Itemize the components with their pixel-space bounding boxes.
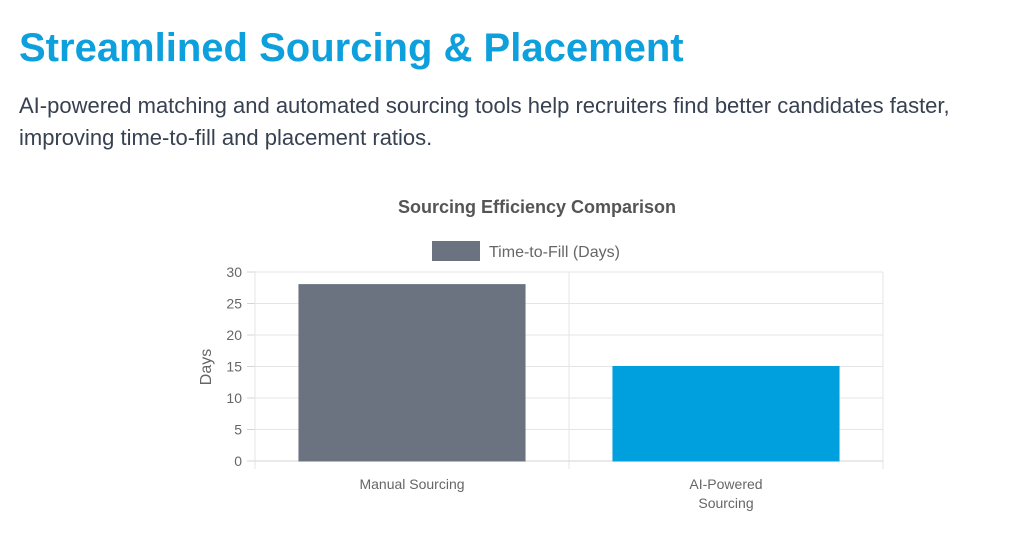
- chart-container: Sourcing Efficiency Comparison Time-to-F…: [0, 180, 1015, 530]
- y-tick-label: 5: [234, 422, 242, 438]
- y-axis-label: Days: [198, 349, 215, 385]
- y-tick-label: 15: [226, 359, 242, 375]
- x-tick-label: Sourcing: [698, 495, 753, 511]
- y-tick-label: 25: [226, 296, 242, 312]
- y-tick-label: 10: [226, 390, 242, 406]
- page-title: Streamlined Sourcing & Placement: [19, 26, 684, 70]
- y-tick-label: 30: [226, 264, 242, 280]
- bars: [298, 284, 840, 462]
- legend-label: Time-to-Fill (Days): [489, 244, 620, 261]
- chart-title: Sourcing Efficiency Comparison: [398, 197, 676, 217]
- y-axis-ticks: 0 5 10 15 20 25 30: [226, 264, 242, 469]
- x-axis-ticks: Manual Sourcing AI-Powered Sourcing: [359, 476, 762, 511]
- x-tick-label: Manual Sourcing: [359, 476, 464, 492]
- x-tick-label: AI-Powered: [689, 476, 762, 492]
- bar-chart: Sourcing Efficiency Comparison Time-to-F…: [198, 197, 884, 511]
- y-tick-label: 0: [234, 453, 242, 469]
- legend[interactable]: Time-to-Fill (Days): [432, 241, 620, 261]
- bar: [612, 366, 840, 462]
- page-subtitle: AI-powered matching and automated sourci…: [19, 93, 950, 150]
- bar: [298, 284, 526, 462]
- legend-swatch: [432, 241, 480, 261]
- y-tick-label: 20: [226, 327, 242, 343]
